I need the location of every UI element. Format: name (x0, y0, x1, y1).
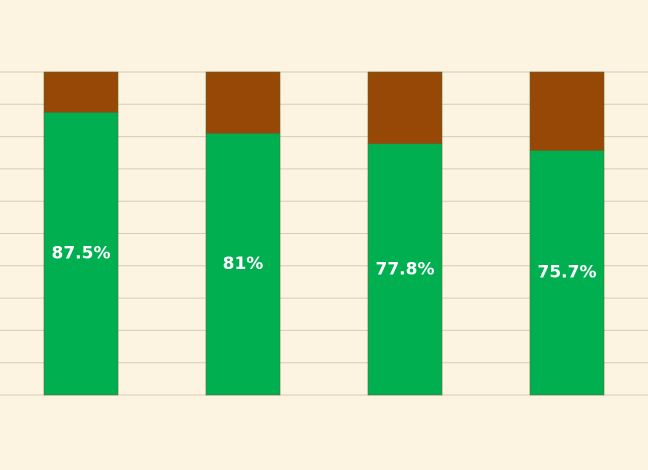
bar-segment (367, 71, 443, 145)
bar-segment (43, 71, 119, 113)
bar-segment (205, 133, 281, 396)
bar-segment (205, 71, 281, 134)
data-label: 77.8% (376, 259, 435, 279)
bar-segment (529, 150, 605, 396)
bar-segment (43, 112, 119, 396)
data-label: 87.5% (52, 244, 111, 264)
data-label: 75.7% (538, 263, 597, 283)
data-label: 81% (223, 254, 264, 274)
bar-segment (367, 143, 443, 396)
bar-segment (529, 71, 605, 151)
